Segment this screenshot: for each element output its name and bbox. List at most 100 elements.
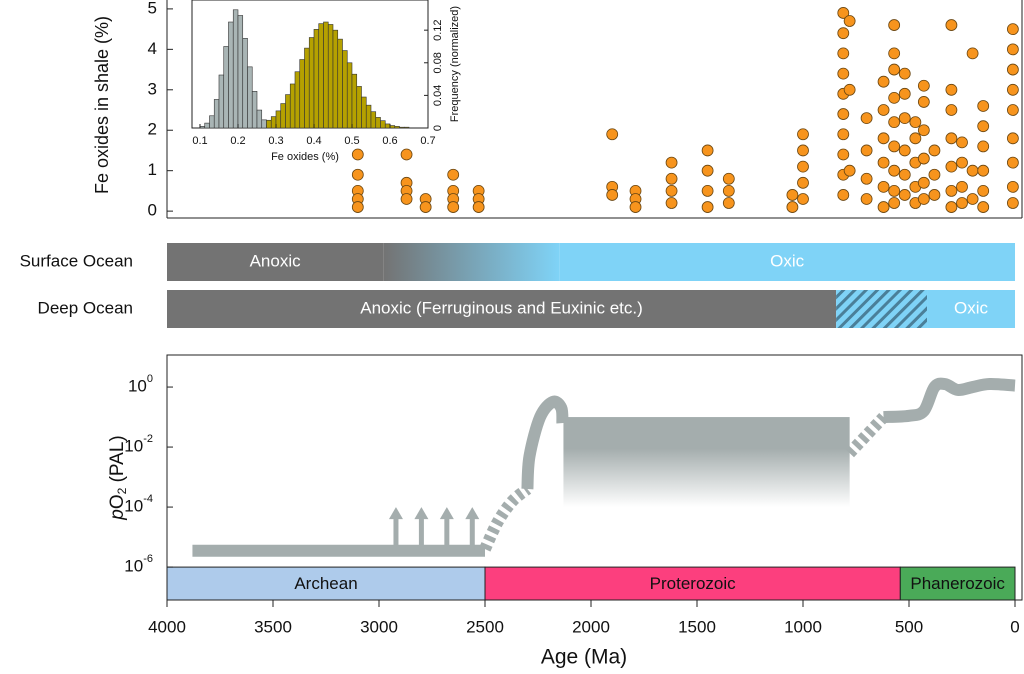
- row-label: Surface Ocean: [20, 251, 133, 270]
- y-tick-label: 0: [148, 201, 157, 220]
- data-point: [400, 148, 413, 161]
- data-point: [877, 201, 890, 213]
- segment-label: Oxic: [954, 298, 989, 317]
- data-point: [837, 189, 850, 201]
- histogram-bar: [280, 103, 286, 129]
- histogram-bar: [375, 117, 381, 129]
- histogram-bar: [251, 91, 258, 129]
- data-point: [722, 172, 735, 185]
- data-point: [888, 185, 901, 197]
- data-point: [629, 201, 642, 213]
- histogram-bar: [380, 120, 386, 129]
- histogram-bar: [389, 125, 396, 129]
- data-point: [909, 132, 922, 145]
- x-tick-label: 1500: [678, 617, 716, 636]
- data-point: [665, 156, 678, 169]
- data-point: [843, 15, 856, 27]
- range-box: [563, 417, 850, 508]
- po2-curve: [521, 395, 569, 490]
- eon-label: Phanerozoic: [910, 574, 1005, 593]
- data-point: [877, 132, 890, 145]
- x-axis-label: Fe oxides (%): [271, 151, 339, 163]
- data-point: [888, 47, 901, 60]
- y-tick-label: 10-2: [124, 433, 153, 456]
- data-point: [701, 201, 714, 213]
- data-point: [917, 124, 930, 137]
- data-point: [860, 172, 873, 185]
- data-point: [797, 160, 809, 173]
- data-point: [843, 83, 856, 96]
- data-point: [977, 164, 990, 177]
- x-tick-label: 0.5: [344, 135, 359, 147]
- y-tick-label: 0.12: [432, 19, 444, 40]
- data-point: [888, 91, 901, 104]
- ocean-segment: [383, 243, 560, 281]
- y-tick-label: 0.08: [432, 52, 444, 73]
- data-point: [945, 19, 958, 31]
- x-tick-label: 4000: [148, 617, 186, 636]
- data-point: [797, 176, 809, 189]
- data-point: [665, 172, 678, 185]
- histogram-bar: [318, 23, 324, 129]
- histogram-bar: [299, 59, 305, 129]
- y-tick-label: 10-4: [124, 493, 153, 516]
- y-tick-label: 2: [148, 120, 157, 139]
- y-tick-exponent: 0: [147, 373, 153, 385]
- eon-bar: [484, 566, 901, 601]
- y-axis-label-part: 2: [115, 487, 129, 494]
- x-tick-label: 2500: [466, 617, 504, 636]
- segment-label: Anoxic: [250, 251, 302, 270]
- x-tick-label: 0.3: [268, 135, 283, 147]
- data-point: [351, 201, 364, 213]
- data-point: [956, 156, 968, 169]
- data-point: [843, 164, 856, 177]
- histogram-bar: [237, 15, 244, 129]
- data-point: [701, 144, 714, 157]
- data-point: [701, 185, 714, 197]
- data-point: [977, 140, 990, 153]
- histogram-bar: [261, 119, 267, 129]
- data-point: [877, 180, 890, 193]
- data-point: [837, 128, 850, 141]
- y-tick-label: 100: [128, 373, 153, 396]
- data-point: [977, 120, 990, 133]
- histogram-bar: [289, 83, 296, 129]
- y-tick-exponent: -4: [143, 493, 153, 505]
- data-point: [877, 156, 890, 169]
- data-point: [786, 201, 799, 213]
- data-point: [917, 96, 930, 108]
- data-point: [898, 67, 911, 80]
- data-point: [1006, 23, 1019, 36]
- y-axis-label-part: O: [107, 494, 128, 509]
- data-point: [400, 193, 413, 205]
- x-axis-label: Age (Ma): [541, 646, 627, 669]
- data-point: [898, 168, 911, 181]
- histogram-bar: [365, 104, 372, 129]
- segment-label: Oxic: [770, 251, 805, 270]
- data-point: [928, 168, 941, 181]
- histogram-bar: [346, 62, 353, 129]
- data-point: [447, 168, 460, 181]
- ocean-segment: [927, 290, 1016, 328]
- histogram-bar: [342, 50, 348, 129]
- data-point: [837, 108, 850, 120]
- x-tick-label: 0: [1010, 617, 1019, 636]
- data-point: [665, 185, 678, 197]
- data-point: [1006, 63, 1019, 76]
- histogram-bar: [199, 126, 206, 129]
- eon-bar: [899, 566, 1016, 601]
- ocean-segment: [167, 243, 384, 281]
- histogram-bar: [247, 66, 253, 129]
- data-point: [945, 83, 958, 96]
- y-tick-exponent: -6: [143, 553, 153, 565]
- data-point: [1006, 43, 1019, 56]
- data-point: [928, 144, 941, 157]
- data-point: [945, 201, 958, 213]
- y-axis-label: Frequency (normalized): [449, 6, 461, 122]
- data-point: [1006, 197, 1019, 209]
- data-point: [917, 152, 930, 165]
- data-point: [956, 197, 968, 209]
- arrow: [388, 507, 403, 551]
- arrow: [465, 507, 480, 551]
- x-tick-label: 0.6: [382, 135, 397, 147]
